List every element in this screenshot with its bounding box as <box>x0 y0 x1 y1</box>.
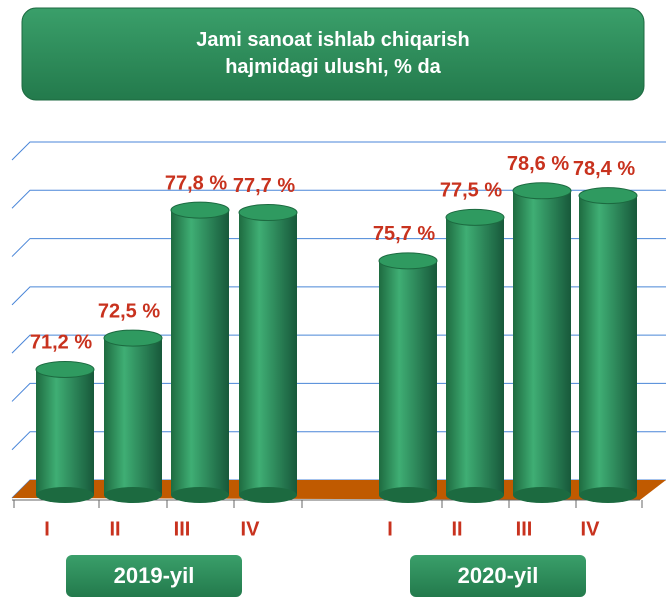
x-tick-label: III <box>174 518 191 540</box>
group-label: 2019-yil <box>114 563 195 588</box>
value-label: 72,5 % <box>98 300 160 322</box>
group-label: 2020-yil <box>458 563 539 588</box>
bar-bottom <box>579 487 637 503</box>
bar-top <box>512 182 572 200</box>
grid-line <box>11 189 666 209</box>
bar-bottom <box>239 487 297 503</box>
x-tick-label: II <box>109 518 120 540</box>
bar-top <box>35 360 95 378</box>
value-label: 71,2 % <box>30 332 92 354</box>
title-box <box>21 7 645 101</box>
bar-bottom <box>171 487 229 503</box>
bar <box>35 360 95 503</box>
bar-body <box>104 338 162 495</box>
bar <box>103 329 163 503</box>
group-box <box>66 555 242 597</box>
bar-top <box>578 187 638 205</box>
bar-body <box>513 190 571 496</box>
bar-bottom <box>379 487 437 503</box>
bar-body <box>579 195 637 495</box>
bar-body <box>446 217 504 495</box>
bar <box>512 182 572 503</box>
bar-top <box>445 208 505 226</box>
x-tick-label: III <box>516 518 533 540</box>
value-label: 77,5 % <box>440 180 502 202</box>
bar <box>445 208 505 503</box>
bar-top <box>103 329 163 347</box>
bar-bottom <box>104 487 162 503</box>
bar <box>170 201 230 503</box>
x-tick-label: I <box>387 518 393 540</box>
bar-top <box>170 201 230 219</box>
x-tick-label: II <box>451 518 462 540</box>
group-box <box>410 555 586 597</box>
bar-bottom <box>513 487 571 503</box>
value-label: 78,4 % <box>573 158 635 180</box>
bar-body <box>239 212 297 495</box>
bar-top <box>238 204 298 222</box>
value-label: 75,7 % <box>373 223 435 245</box>
bar-body <box>36 369 94 495</box>
x-tick-label: IV <box>241 518 261 540</box>
bar-top <box>378 252 438 270</box>
bar-body <box>171 210 229 495</box>
bar-bottom <box>446 487 504 503</box>
bar <box>578 187 638 503</box>
x-tick-label: I <box>44 518 50 540</box>
value-label: 77,8 % <box>165 172 227 194</box>
bar <box>238 204 298 503</box>
value-label: 78,6 % <box>507 153 569 175</box>
bar-bottom <box>36 487 94 503</box>
x-tick-label: IV <box>581 518 601 540</box>
grid-line <box>11 141 666 161</box>
value-label: 77,7 % <box>233 175 295 197</box>
bar <box>378 252 438 503</box>
bar-body <box>379 260 437 495</box>
chart-title: Jami sanoat ishlab chiqarish hajmidagi ul… <box>196 29 469 78</box>
